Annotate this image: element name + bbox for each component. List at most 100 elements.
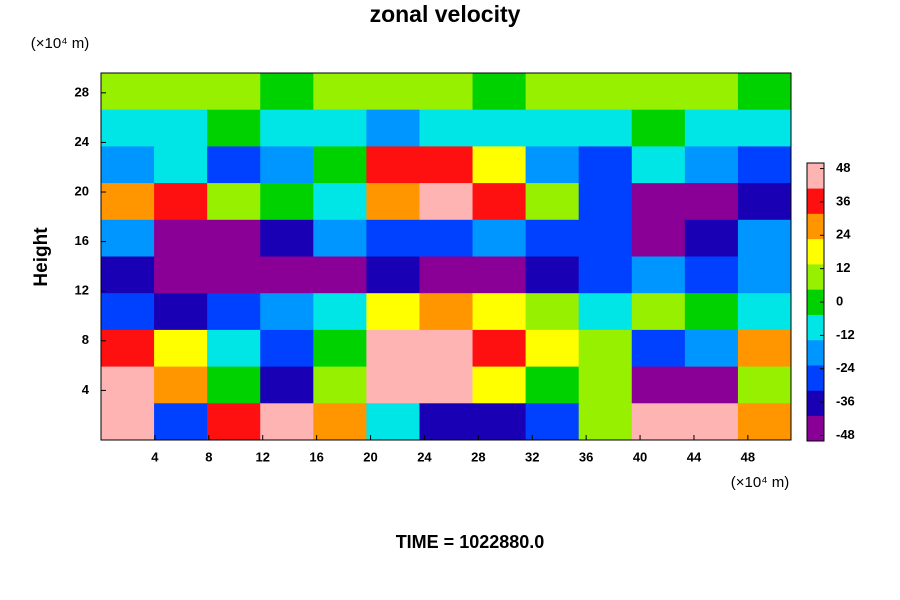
heat-cell	[472, 256, 527, 294]
y-tick-label: 16	[75, 233, 89, 248]
heat-cell	[631, 403, 686, 441]
y-tick-label: 20	[75, 183, 89, 198]
heat-cell	[525, 183, 580, 221]
heat-cell	[207, 146, 261, 184]
heat-cell	[578, 403, 633, 441]
heat-cell	[419, 183, 474, 221]
heat-cell	[684, 293, 739, 331]
heat-cell	[313, 146, 367, 184]
heat-cell	[472, 109, 527, 147]
heat-cell	[578, 146, 633, 184]
x-tick-label: 48	[741, 449, 755, 464]
heat-cell	[684, 146, 739, 184]
heat-cell	[154, 329, 208, 368]
colorbar-tick-label: 0	[836, 293, 843, 308]
colorbar-band	[807, 314, 824, 341]
heat-cell	[207, 183, 261, 221]
heat-cell	[525, 366, 580, 404]
heat-cell	[101, 183, 155, 221]
heat-cell	[631, 256, 686, 294]
heat-cell	[525, 403, 580, 441]
heat-cell	[578, 256, 633, 294]
heat-cell	[366, 366, 420, 404]
colorbar-band	[807, 264, 824, 290]
heat-cell	[472, 366, 527, 404]
heat-cell	[313, 183, 367, 221]
heat-cell	[419, 293, 474, 331]
heat-cell	[419, 403, 474, 441]
heat-cell	[737, 146, 792, 184]
heat-cell	[101, 73, 155, 111]
heat-cell	[472, 329, 527, 368]
heat-cell	[207, 256, 261, 294]
heat-cell	[684, 219, 739, 257]
heat-cell	[684, 109, 739, 147]
heat-cell	[260, 403, 314, 441]
heat-cell	[631, 366, 686, 404]
heat-cell	[207, 329, 261, 368]
y-tick-label: 12	[75, 283, 89, 298]
heat-cell	[472, 183, 527, 221]
heat-cell	[154, 366, 208, 404]
heat-cell	[260, 73, 314, 111]
heat-cell	[313, 109, 367, 147]
heat-cell	[313, 256, 367, 294]
heat-cell	[472, 293, 527, 331]
x-tick-label: 24	[417, 449, 432, 464]
heat-cell	[684, 73, 739, 111]
heat-cell	[525, 329, 580, 368]
heat-cell	[207, 219, 261, 257]
x-tick-label: 32	[525, 449, 539, 464]
colorbar-tick-label: -12	[836, 327, 855, 342]
heat-cell	[101, 403, 155, 441]
heat-cell	[101, 219, 155, 257]
heat-cell	[154, 146, 208, 184]
y-axis-label: Height	[31, 227, 52, 287]
heat-cell	[737, 403, 792, 441]
heat-cell	[260, 219, 314, 257]
heat-cell	[313, 219, 367, 257]
x-tick-label: 20	[363, 449, 377, 464]
heat-cell	[472, 219, 527, 257]
heat-cell	[260, 329, 314, 368]
colorbar-band	[807, 365, 824, 391]
heat-cell	[419, 73, 474, 111]
heat-cell	[154, 256, 208, 294]
colorbar-band	[807, 339, 824, 366]
heat-cell	[313, 293, 367, 331]
heat-cell	[631, 146, 686, 184]
heat-cell	[737, 256, 792, 294]
x-tick-label: 16	[309, 449, 323, 464]
heat-cell	[631, 183, 686, 221]
heat-cell	[578, 219, 633, 257]
chart-title: zonal velocity	[370, 1, 521, 27]
heat-cell	[684, 256, 739, 294]
heat-cell	[260, 109, 314, 147]
heat-cell	[419, 329, 474, 368]
heat-cell	[419, 366, 474, 404]
heat-cell	[313, 329, 367, 368]
heat-cell	[154, 73, 208, 111]
heat-cell	[313, 403, 367, 441]
heat-cell	[737, 293, 792, 331]
heat-cell	[154, 183, 208, 221]
y-tick-label: 28	[75, 84, 89, 99]
colorbar-band	[807, 188, 824, 214]
heat-cell	[631, 293, 686, 331]
heat-cell	[525, 256, 580, 294]
heat-cell	[737, 329, 792, 368]
heat-cell	[578, 109, 633, 147]
heat-cell	[631, 329, 686, 368]
heat-cell	[631, 73, 686, 111]
heat-cell	[419, 146, 474, 184]
heat-cell	[207, 109, 261, 147]
x-tick-label: 28	[471, 449, 485, 464]
heat-cell	[684, 183, 739, 221]
heat-cell	[684, 329, 739, 368]
y-tick-label: 4	[82, 382, 90, 397]
heat-cell	[525, 146, 580, 184]
heat-cell	[578, 73, 633, 111]
heat-cell	[154, 293, 208, 331]
colorbar-tick-label: 24	[836, 227, 851, 242]
y-tick-label: 24	[75, 134, 90, 149]
